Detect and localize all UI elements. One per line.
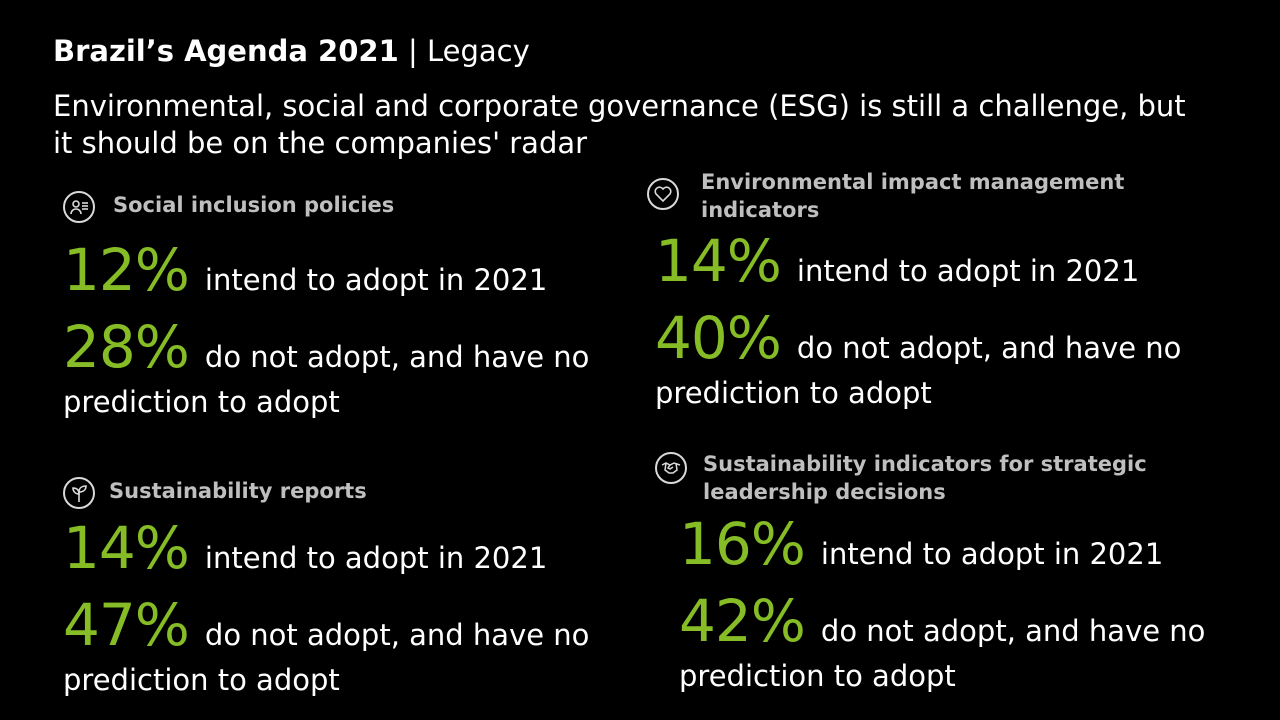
stat-text-continued: prediction to adopt [63,663,340,697]
section-label: Sustainability reports [109,479,367,503]
section-label: Environmental impact management indicato… [701,170,1125,222]
stat-text: intend to adopt in 2021 [204,263,548,297]
stat-value: 42% [679,587,806,655]
stat-intend: 16% intend to adopt in 2021 [679,512,1163,576]
sprout-icon [63,477,95,509]
stat-not-adopt: 40% do not adopt, and have no [655,306,1181,370]
stat-value: 12% [63,236,190,304]
stat-intend: 14% intend to adopt in 2021 [655,229,1139,293]
stat-text: intend to adopt in 2021 [204,541,548,575]
stat-text: do not adopt, and have no [204,618,590,652]
handshake-icon [655,452,687,484]
stat-text: do not adopt, and have no [820,614,1206,648]
heart-icon [647,178,679,210]
section-heading: Sustainability reports [63,477,367,509]
stat-not-adopt: 42% do not adopt, and have no [679,589,1205,653]
title-main: Brazil’s Agenda 2021 [53,34,399,68]
stat-value: 28% [63,313,190,381]
title-section: Legacy [426,34,530,68]
section-heading: Sustainability indicators for strategic … [655,452,1215,506]
stat-text: intend to adopt in 2021 [820,537,1164,571]
stat-text-continued: prediction to adopt [63,385,340,419]
stat-not-adopt: 47% do not adopt, and have no [63,593,589,657]
stat-not-adopt: 28% do not adopt, and have no [63,315,589,379]
stat-value: 14% [63,514,190,582]
stat-text-continued: prediction to adopt [679,659,956,693]
section-heading: Social inclusion policies [63,191,394,223]
stat-text-continued: prediction to adopt [655,376,932,410]
stat-text: do not adopt, and have no [796,331,1182,365]
title-separator: | [398,34,427,68]
section-label: Social inclusion policies [113,193,395,217]
stat-intend: 12% intend to adopt in 2021 [63,238,547,302]
stat-text: do not adopt, and have no [204,340,590,374]
stat-value: 14% [655,227,782,295]
people-list-icon [63,191,95,223]
section-label: Sustainability indicators for strategic … [703,452,1147,504]
section-heading: Environmental impact management indicato… [647,170,1207,224]
stat-value: 47% [63,591,190,659]
page-subtitle: Environmental, social and corporate gove… [53,89,1186,160]
stat-value: 40% [655,304,782,372]
stat-value: 16% [679,510,806,578]
stat-text: intend to adopt in 2021 [796,254,1140,288]
stat-intend: 14% intend to adopt in 2021 [63,516,547,580]
page-title: Brazil’s Agenda 2021 | Legacy [53,32,530,70]
